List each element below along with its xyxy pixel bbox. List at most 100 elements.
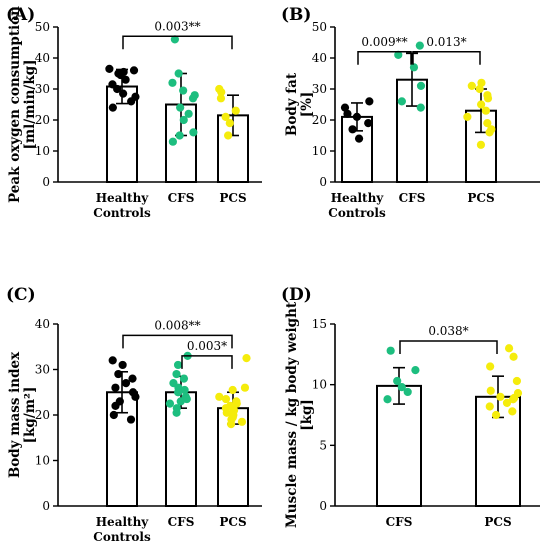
data-point-cfs — [174, 388, 183, 397]
significance-label: 0.038* — [428, 324, 468, 338]
data-point-pcs — [225, 119, 234, 128]
x-category-label: PCS — [484, 515, 511, 529]
data-point-healthy — [108, 356, 117, 365]
data-point-healthy — [352, 112, 362, 121]
data-point-pcs — [221, 112, 230, 121]
x-category-label: Healthy — [96, 515, 150, 529]
bar-cfs — [376, 384, 422, 508]
data-point-pcs — [226, 420, 236, 429]
data-point-pcs — [476, 140, 486, 149]
y-tick-label: 40 — [312, 51, 327, 65]
y-tick-label: 30 — [35, 82, 50, 96]
data-point-healthy — [121, 379, 131, 388]
data-point-pcs — [508, 395, 518, 404]
significance-bracket — [122, 35, 233, 50]
x-category-label: PCS — [467, 191, 494, 205]
y-axis-title-line: Body mass index — [7, 351, 23, 478]
x-category-label: CFS — [168, 191, 195, 205]
data-point-cfs — [188, 94, 198, 103]
data-point-cfs — [170, 35, 179, 44]
x-category-label: CFS — [386, 515, 413, 529]
data-point-pcs — [217, 88, 226, 97]
data-point-pcs — [486, 386, 495, 395]
data-point-pcs — [483, 94, 493, 103]
significance-bracket — [181, 355, 233, 369]
data-point-pcs — [477, 78, 486, 87]
data-point-cfs — [397, 97, 406, 106]
data-point-pcs — [483, 119, 492, 128]
data-point-pcs — [222, 408, 231, 417]
y-axis-title: Body fat [%] — [284, 72, 315, 136]
data-point-cfs — [416, 81, 426, 90]
y-tick-label: 5 — [319, 438, 327, 452]
y-tick-label: 10 — [35, 144, 50, 158]
y-tick-label: 0 — [42, 175, 50, 189]
data-point-healthy — [126, 415, 136, 424]
data-point-healthy — [105, 64, 114, 73]
y-axis-title-line: [kg/m²] — [22, 387, 38, 444]
data-point-cfs — [179, 374, 189, 383]
y-axis-title-line: [kg] — [299, 399, 315, 431]
data-point-pcs — [221, 394, 231, 404]
data-point-pcs — [486, 362, 495, 371]
data-point-cfs — [409, 63, 419, 72]
y-tick-label: 40 — [35, 51, 50, 65]
x-category-label: CFS — [168, 515, 195, 529]
data-point-cfs — [394, 50, 403, 60]
data-point-cfs — [172, 369, 181, 379]
y-tick-label: 50 — [35, 20, 50, 34]
x-category-label: Controls — [93, 530, 151, 544]
data-point-pcs — [504, 344, 514, 353]
data-point-healthy — [114, 369, 123, 379]
data-point-healthy — [365, 97, 374, 106]
data-point-cfs — [173, 360, 183, 370]
data-point-healthy — [118, 360, 127, 370]
significance-bracket — [412, 51, 481, 65]
data-point-cfs — [184, 109, 193, 118]
significance-label: 0.008** — [154, 318, 200, 332]
data-point-pcs — [485, 402, 494, 411]
data-point-cfs — [386, 346, 395, 355]
y-tick-label: 15 — [312, 317, 327, 331]
data-point-cfs — [383, 395, 392, 404]
data-point-cfs — [180, 385, 189, 395]
data-point-pcs — [228, 385, 237, 395]
significance-bracket — [399, 340, 498, 354]
data-point-healthy — [108, 103, 117, 112]
y-tick-label: 40 — [35, 317, 50, 331]
significance-label: 0.003* — [187, 339, 227, 353]
y-axis-title-line: [ml/min/kg] — [22, 59, 38, 149]
panel-label: (C) — [6, 285, 36, 305]
panel-d: (D)Muscle mass / kg body weight [kg] 0 5 10 1… — [281, 285, 540, 529]
data-point-pcs — [496, 392, 505, 401]
data-point-healthy — [348, 125, 357, 134]
y-tick-label: 10 — [312, 378, 327, 392]
panel-b: (B) Body fat [%] 0 10 20 30 40 50 HealthyControls… — [281, 5, 540, 220]
panel-c: (C) Body mass index [kg/m²] 0 10 20 30 40 Health… — [6, 285, 262, 544]
data-point-cfs — [176, 103, 185, 112]
data-point-pcs — [242, 354, 251, 363]
x-category-label: PCS — [219, 515, 246, 529]
data-point-cfs — [397, 382, 406, 392]
data-point-cfs — [179, 86, 188, 95]
data-point-pcs — [216, 94, 226, 103]
y-tick-label: 30 — [35, 363, 50, 377]
x-category-label: Healthy — [331, 191, 385, 205]
data-point-cfs — [168, 137, 177, 146]
data-point-healthy — [113, 84, 122, 94]
data-point-cfs — [415, 41, 424, 50]
data-point-cfs — [175, 131, 184, 140]
panel-label: (B) — [281, 5, 311, 25]
data-point-pcs — [237, 417, 247, 426]
data-point-healthy — [129, 66, 139, 75]
data-point-pcs — [509, 352, 518, 361]
significance-label: 0.013* — [426, 35, 466, 49]
x-category-label: Controls — [328, 206, 386, 220]
data-point-pcs — [502, 398, 512, 407]
data-point-pcs — [477, 100, 486, 109]
panel-label: (D) — [281, 285, 312, 305]
error-bar-cfs — [406, 52, 418, 107]
x-category-label: Controls — [93, 206, 151, 220]
